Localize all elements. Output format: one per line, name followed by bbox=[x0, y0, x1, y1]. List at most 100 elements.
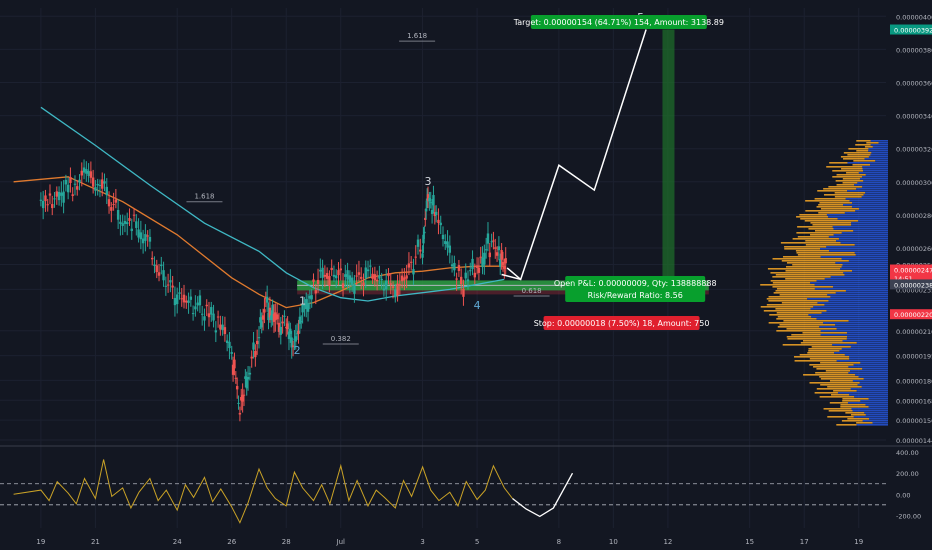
time-tick-label: 8 bbox=[557, 538, 561, 546]
candle-body bbox=[462, 288, 465, 297]
price-badge[interactable] bbox=[890, 272, 932, 283]
target-label-box[interactable] bbox=[530, 15, 707, 29]
volume-bar-up bbox=[841, 348, 888, 350]
candle-body bbox=[259, 317, 262, 323]
price-badge[interactable] bbox=[890, 264, 932, 275]
candle-body bbox=[130, 228, 133, 232]
price-axis[interactable]: 0.00000400 0.00000380 0.00000360 0.00000340… bbox=[890, 13, 932, 445]
volume-bar-up bbox=[820, 330, 888, 332]
volume-bar-up bbox=[858, 220, 888, 222]
volume-bar-down bbox=[795, 250, 829, 252]
candle-body bbox=[162, 270, 165, 281]
candle-body bbox=[464, 272, 467, 279]
volume-bar-up bbox=[851, 224, 888, 226]
volume-bar-down bbox=[827, 416, 854, 418]
time-axis[interactable]: 19 21 24 26 28 Jul 3 5 8 10 12 15 17 19 bbox=[36, 538, 863, 546]
volume-bar-up bbox=[871, 152, 888, 154]
volume-bar-down bbox=[777, 326, 820, 328]
volume-bar-down bbox=[834, 196, 862, 198]
volume-bar-down bbox=[823, 188, 857, 190]
price-badge[interactable] bbox=[890, 279, 932, 290]
volume-bar-up bbox=[858, 172, 888, 174]
volume-bar-up bbox=[857, 182, 888, 184]
volume-bar-up bbox=[855, 210, 888, 212]
candle-body bbox=[137, 229, 140, 238]
price-tick-label: 0.00000195 bbox=[896, 353, 932, 361]
volume-bar-up bbox=[854, 252, 888, 254]
candle-body bbox=[366, 269, 370, 272]
volume-bar-down bbox=[808, 228, 834, 230]
candle-body bbox=[169, 280, 172, 283]
volume-bar-up bbox=[852, 206, 888, 208]
volume-bar-up bbox=[841, 232, 888, 234]
volume-bar-down bbox=[853, 160, 876, 162]
volume-bar-down bbox=[785, 270, 853, 272]
candle-body bbox=[41, 200, 45, 209]
candle-body bbox=[371, 273, 374, 279]
price-tick-label: 0.00000235 bbox=[896, 286, 932, 294]
volume-bar-up bbox=[849, 356, 888, 358]
stop-zone[interactable] bbox=[297, 290, 709, 295]
volume-bar-up bbox=[865, 404, 888, 406]
price-series bbox=[13, 29, 647, 422]
price-badge[interactable] bbox=[890, 24, 932, 35]
fib-level-label: 1.618 bbox=[407, 32, 427, 40]
volume-bar-down bbox=[786, 328, 837, 330]
candle-body bbox=[230, 352, 233, 354]
price-badge-label: 0.00000238 bbox=[894, 281, 932, 289]
candle-body bbox=[348, 275, 352, 283]
candle-body bbox=[271, 304, 274, 317]
volume-bar-down bbox=[834, 192, 866, 194]
candle-body bbox=[157, 272, 161, 276]
volume-bar-down bbox=[805, 210, 856, 212]
oscillator-axis[interactable]: 400.00 200.00 0.00 -200.00 bbox=[896, 449, 921, 520]
candle-body bbox=[98, 184, 102, 186]
candle-body bbox=[429, 202, 432, 204]
volume-bar-up bbox=[878, 142, 888, 144]
volume-bar-down bbox=[814, 230, 854, 232]
target-zone[interactable] bbox=[662, 29, 675, 281]
candle-body bbox=[298, 316, 302, 324]
candle-body bbox=[286, 323, 289, 330]
candle-body bbox=[337, 270, 340, 276]
volume-bar-down bbox=[818, 212, 845, 214]
candle-body bbox=[297, 330, 300, 335]
candle-body bbox=[369, 265, 372, 267]
volume-bar-up bbox=[860, 400, 888, 402]
open-pnl-label-box[interactable] bbox=[565, 276, 706, 302]
candle-body bbox=[46, 204, 49, 206]
candle-body bbox=[176, 294, 179, 305]
volume-bar-up bbox=[862, 420, 888, 422]
volume-profile bbox=[760, 140, 888, 426]
wave-label: 3 bbox=[425, 175, 432, 188]
volume-bar-down bbox=[785, 266, 842, 268]
volume-bar-up bbox=[870, 154, 888, 156]
stop-label-box[interactable] bbox=[543, 316, 700, 330]
time-tick-label: Jul bbox=[336, 538, 346, 546]
candle-body bbox=[51, 204, 54, 209]
candle-body bbox=[378, 275, 381, 279]
candle-body bbox=[466, 279, 470, 282]
oscillator-tick-label: 0.00 bbox=[896, 491, 910, 499]
price-badge[interactable] bbox=[890, 309, 932, 320]
candle-body bbox=[285, 327, 288, 329]
volume-bar-down bbox=[810, 222, 852, 224]
candle-body bbox=[203, 316, 206, 321]
volume-bar-down bbox=[847, 154, 871, 156]
candle-body bbox=[116, 209, 120, 220]
candle-body bbox=[398, 284, 402, 286]
volume-bar-down bbox=[772, 286, 834, 288]
candle-body bbox=[494, 247, 497, 249]
volume-bar-up bbox=[836, 240, 888, 242]
candle-body bbox=[55, 191, 58, 197]
candle-body bbox=[483, 252, 486, 265]
volume-bar-down bbox=[836, 184, 855, 186]
candle-body bbox=[182, 294, 186, 303]
volume-bar-down bbox=[842, 398, 869, 400]
volume-bar-down bbox=[820, 362, 861, 364]
volume-bar-up bbox=[868, 398, 888, 400]
candle-body bbox=[364, 267, 367, 279]
volume-bar-up bbox=[833, 228, 888, 230]
candle-body bbox=[294, 336, 297, 342]
